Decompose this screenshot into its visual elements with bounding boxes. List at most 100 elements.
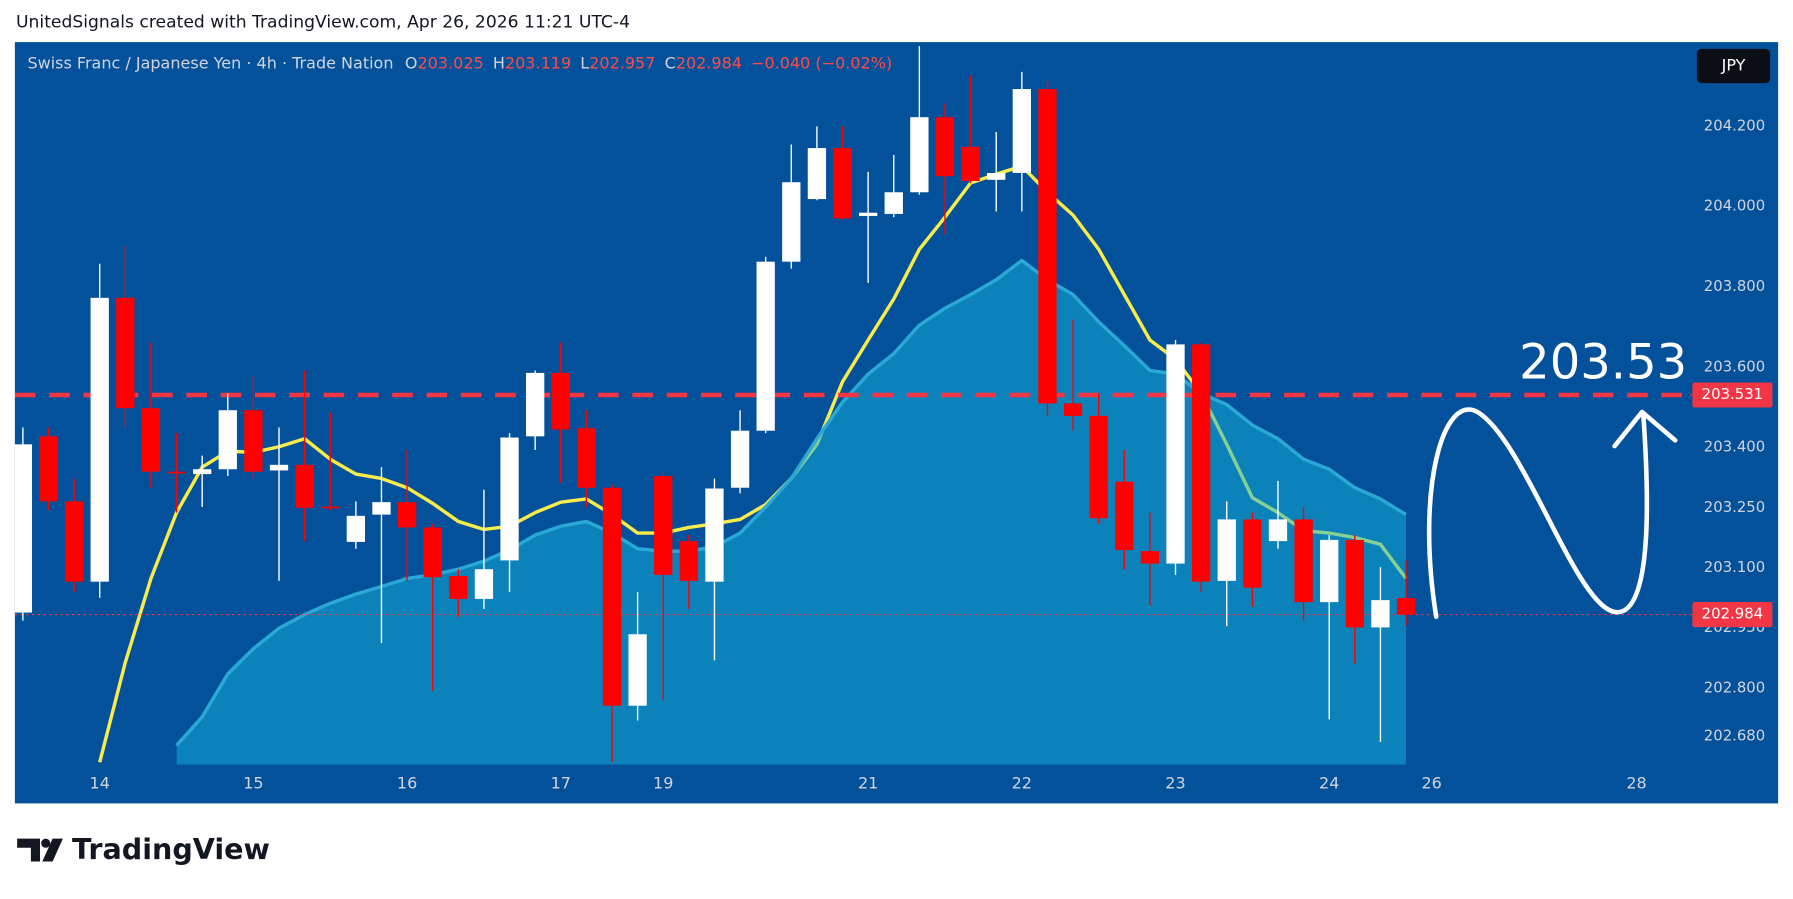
candle-body <box>679 541 698 581</box>
x-tick-label: 16 <box>397 774 417 793</box>
x-tick-label: 28 <box>1626 774 1646 793</box>
legend-key: H <box>493 53 505 72</box>
candle-body <box>807 148 827 200</box>
candle-body <box>346 515 366 542</box>
x-tick-label: 14 <box>90 774 110 793</box>
overlay: 204.200 204.000 203.800 203.600 203.400 203.2… <box>27 53 1773 793</box>
candle-body <box>1115 481 1134 550</box>
candle-body <box>141 408 161 472</box>
candle-body <box>551 372 570 430</box>
legend-value: 203.025 <box>418 53 484 72</box>
candle-body <box>577 428 596 488</box>
header-text: UnitedSignals created with TradingView.c… <box>16 13 630 33</box>
legend-key: O <box>405 53 418 72</box>
price-label-box <box>1692 602 1773 628</box>
candle-body <box>1345 539 1364 628</box>
y-tick-label: 203.100 <box>1704 559 1765 576</box>
logo-icon <box>41 838 51 848</box>
candle-body <box>705 488 724 582</box>
candle-body <box>1268 519 1288 542</box>
candle-body <box>602 487 622 706</box>
candle-body <box>756 261 775 431</box>
legend-key: C <box>665 53 676 72</box>
legend-change: −0.040 (−0.02%) <box>751 53 892 72</box>
y-tick-label: 202.680 <box>1704 728 1765 745</box>
candle-body <box>269 464 289 471</box>
ma-area <box>176 260 1407 765</box>
legend: Swiss Franc / Japanese Yen · 4h · Trade … <box>27 53 892 72</box>
legend-value: 202.957 <box>589 53 655 72</box>
candle-body <box>628 634 647 706</box>
candle-body <box>321 506 340 509</box>
candle-body <box>1063 403 1083 416</box>
candle-body <box>167 471 186 474</box>
x-tick-label: 17 <box>551 774 571 793</box>
candle-body <box>423 527 442 578</box>
price-label-box <box>1692 382 1773 408</box>
annotation: 203.53 <box>1519 335 1687 390</box>
candle-body <box>526 372 545 437</box>
y-tick-label: 204.200 <box>1704 117 1765 134</box>
candle-body <box>295 464 314 508</box>
currency-button[interactable] <box>1696 48 1771 84</box>
candle-body <box>474 569 494 599</box>
y-tick-label: 203.600 <box>1704 358 1765 375</box>
candle-body <box>218 410 237 470</box>
currency-label: JPY <box>1721 56 1746 75</box>
legend-title: Swiss Franc / Japanese Yen · 4h · Trade … <box>27 53 393 72</box>
candle-body <box>833 148 852 219</box>
candle-body <box>730 430 750 488</box>
price-label: 203.531 <box>1702 386 1763 403</box>
y-tick-label: 202.800 <box>1704 679 1765 696</box>
candle-body <box>1371 600 1390 628</box>
logo-icon <box>42 838 63 862</box>
candle-body <box>1012 89 1031 173</box>
candle-body <box>64 501 84 582</box>
legend-value: 203.119 <box>505 53 571 72</box>
x-tick-label: 26 <box>1421 774 1441 793</box>
logo-icon <box>17 838 41 862</box>
candle-body <box>935 117 955 177</box>
candle-body <box>1396 598 1416 615</box>
candle-body <box>1217 519 1236 581</box>
candle-body <box>1166 344 1185 564</box>
candle-body <box>1243 519 1262 588</box>
candle-body <box>449 576 468 599</box>
candle-body <box>1089 415 1108 519</box>
candle-body <box>1038 89 1057 404</box>
logo-text: TradingView <box>72 833 270 866</box>
x-tick-label: 24 <box>1319 774 1339 793</box>
legend-key: L <box>580 53 589 72</box>
candle-body <box>244 410 263 472</box>
price-label: 202.984 <box>1702 606 1763 623</box>
ma-line <box>98 164 1408 763</box>
candle-body <box>90 297 109 582</box>
candle-body <box>116 297 135 409</box>
candle-body <box>910 117 929 193</box>
candle-body <box>1191 344 1211 582</box>
footer-logo: TradingView <box>17 833 270 866</box>
candle-body <box>1320 539 1339 603</box>
candle-body <box>782 182 801 262</box>
x-tick-label: 21 <box>858 774 878 793</box>
candle-body <box>500 437 519 561</box>
y-tick-label: 203.800 <box>1704 278 1765 295</box>
x-tick-label: 19 <box>653 774 673 793</box>
candle-body <box>961 146 980 182</box>
candle-body <box>654 476 673 575</box>
x-tick-label: 22 <box>1012 774 1032 793</box>
candle-body <box>193 469 212 475</box>
candle-body <box>39 436 58 502</box>
drawn-arrow <box>1426 407 1650 620</box>
y-tick-label: 203.250 <box>1704 499 1765 516</box>
y-tick-label: 204.000 <box>1704 198 1765 215</box>
candle-body <box>1294 519 1313 603</box>
candle-body <box>884 192 903 214</box>
x-tick-label: 15 <box>243 774 263 793</box>
legend-value: 202.984 <box>676 53 742 72</box>
arrow-head <box>1612 409 1678 449</box>
candle-body <box>397 502 417 528</box>
x-tick-label: 23 <box>1165 774 1185 793</box>
